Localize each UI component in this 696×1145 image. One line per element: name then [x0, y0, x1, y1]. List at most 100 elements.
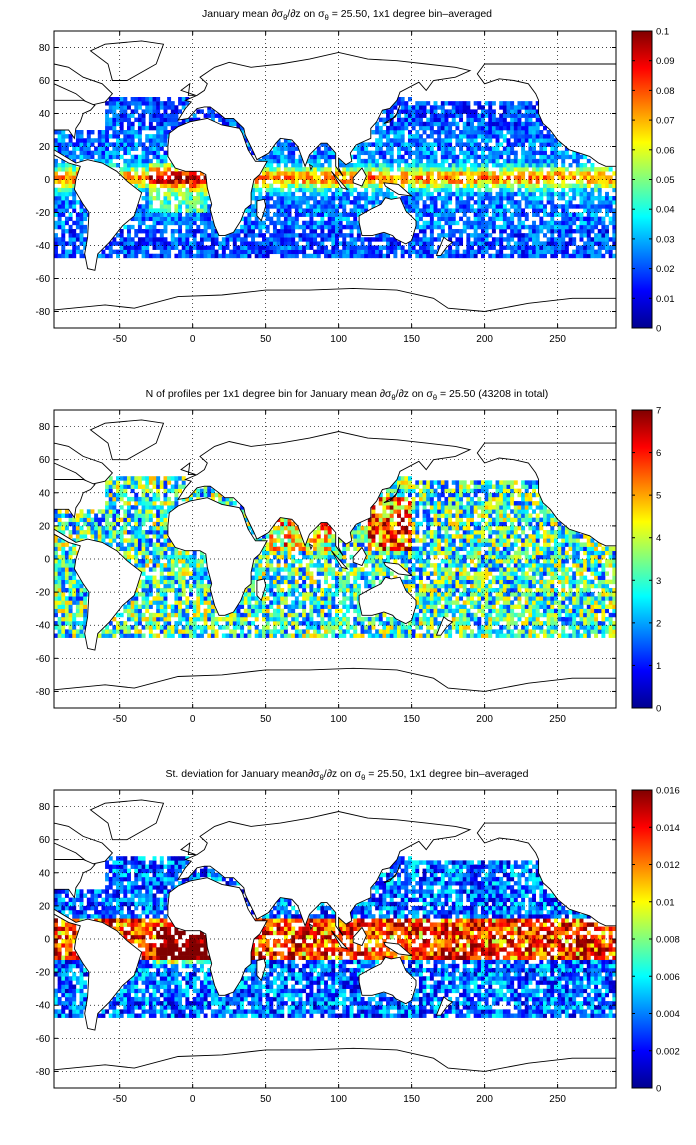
- heatmap-cell: [419, 101, 423, 105]
- heatmap-cell: [134, 101, 138, 105]
- heatmap-cell: [54, 559, 58, 563]
- heatmap-cell: [142, 555, 146, 559]
- colorbar-tick-label: 0.08: [656, 86, 675, 97]
- heatmap-cell: [171, 188, 175, 192]
- heatmap-cell: [189, 617, 193, 621]
- heatmap-cell: [528, 254, 532, 258]
- heatmap-cell: [215, 629, 219, 633]
- heatmap-cell: [353, 167, 357, 171]
- heatmap-cell: [565, 225, 569, 229]
- heatmap-cell: [430, 254, 434, 258]
- heatmap-cell: [499, 254, 503, 258]
- heatmap-cell: [156, 114, 160, 118]
- heatmap-cell: [145, 217, 149, 221]
- heatmap-cell: [61, 551, 65, 555]
- heatmap-cell: [547, 196, 551, 200]
- heatmap-cell: [521, 233, 525, 237]
- heatmap-cell: [76, 592, 80, 596]
- heatmap-cell: [65, 163, 69, 167]
- heatmap-cell: [448, 171, 452, 175]
- heatmap-cell: [309, 196, 313, 200]
- heatmap-cell: [204, 489, 208, 493]
- heatmap-cell: [306, 634, 310, 638]
- heatmap-cell: [163, 530, 167, 534]
- heatmap-cell: [328, 204, 332, 208]
- heatmap-cell: [532, 250, 536, 254]
- heatmap-cell: [466, 159, 470, 163]
- heatmap-cell: [291, 576, 295, 580]
- heatmap-cell: [488, 188, 492, 192]
- heatmap-cell: [120, 505, 124, 509]
- heatmap-cell: [419, 138, 423, 142]
- heatmap-cell: [299, 559, 303, 563]
- heatmap-cell: [539, 151, 543, 155]
- heatmap-cell: [65, 184, 69, 188]
- heatmap-cell: [295, 629, 299, 633]
- heatmap-cell: [550, 196, 554, 200]
- heatmap-cell: [69, 621, 73, 625]
- heatmap-cell: [361, 237, 365, 241]
- heatmap-cell: [470, 246, 474, 250]
- heatmap-cell: [525, 200, 529, 204]
- heatmap-cell: [448, 114, 452, 118]
- heatmap-cell: [441, 142, 445, 146]
- heatmap-cell: [532, 225, 536, 229]
- heatmap-cell: [455, 171, 459, 175]
- heatmap-cell: [503, 101, 507, 105]
- heatmap-cell: [58, 180, 62, 184]
- heatmap-cell: [145, 200, 149, 204]
- heatmap-cell: [466, 167, 470, 171]
- heatmap-cell: [499, 196, 503, 200]
- heatmap-cell: [415, 114, 419, 118]
- heatmap-cell: [437, 130, 441, 134]
- heatmap-cell: [284, 175, 288, 179]
- heatmap-cell: [580, 225, 584, 229]
- heatmap-cell: [412, 126, 416, 130]
- heatmap-cell: [142, 241, 146, 245]
- heatmap-cell: [80, 509, 84, 513]
- heatmap-cell: [273, 225, 277, 229]
- heatmap-cell: [112, 126, 116, 130]
- heatmap-cell: [127, 130, 131, 134]
- heatmap-cell: [145, 229, 149, 233]
- heatmap-cell: [309, 192, 313, 196]
- heatmap-cell: [313, 208, 317, 212]
- heatmap-cell: [419, 142, 423, 146]
- heatmap-cell: [251, 576, 255, 580]
- heatmap-cell: [434, 130, 438, 134]
- heatmap-cell: [481, 221, 485, 225]
- heatmap-cell: [517, 254, 521, 258]
- heatmap-cell: [163, 163, 167, 167]
- heatmap-cell: [273, 555, 277, 559]
- heatmap-cell: [295, 233, 299, 237]
- heatmap-cell: [375, 254, 379, 258]
- heatmap-cell: [539, 229, 543, 233]
- heatmap-cell: [474, 233, 478, 237]
- heatmap-cell: [547, 213, 551, 217]
- heatmap-cell: [269, 605, 273, 609]
- heatmap-cell: [76, 246, 80, 250]
- heatmap-cell: [61, 184, 65, 188]
- heatmap-cell: [163, 551, 167, 555]
- heatmap-cell: [284, 192, 288, 196]
- heatmap-cell: [226, 634, 230, 638]
- heatmap-cell: [342, 171, 346, 175]
- heatmap-cell: [61, 613, 65, 617]
- heatmap-cell: [200, 208, 204, 212]
- heatmap-cell: [156, 217, 160, 221]
- heatmap-cell: [120, 485, 124, 489]
- heatmap-cell: [69, 530, 73, 534]
- heatmap-cell: [211, 629, 215, 633]
- heatmap-cell: [134, 163, 138, 167]
- heatmap-cell: [503, 237, 507, 241]
- heatmap-cell: [565, 200, 569, 204]
- heatmap-cell: [69, 171, 73, 175]
- heatmap-cell: [131, 167, 135, 171]
- heatmap-cell: [273, 634, 277, 638]
- heatmap-cell: [204, 576, 208, 580]
- heatmap-cell: [521, 151, 525, 155]
- heatmap-cell: [167, 200, 171, 204]
- heatmap-cell: [288, 217, 292, 221]
- heatmap-cell: [390, 175, 394, 179]
- heatmap-cell: [605, 246, 609, 250]
